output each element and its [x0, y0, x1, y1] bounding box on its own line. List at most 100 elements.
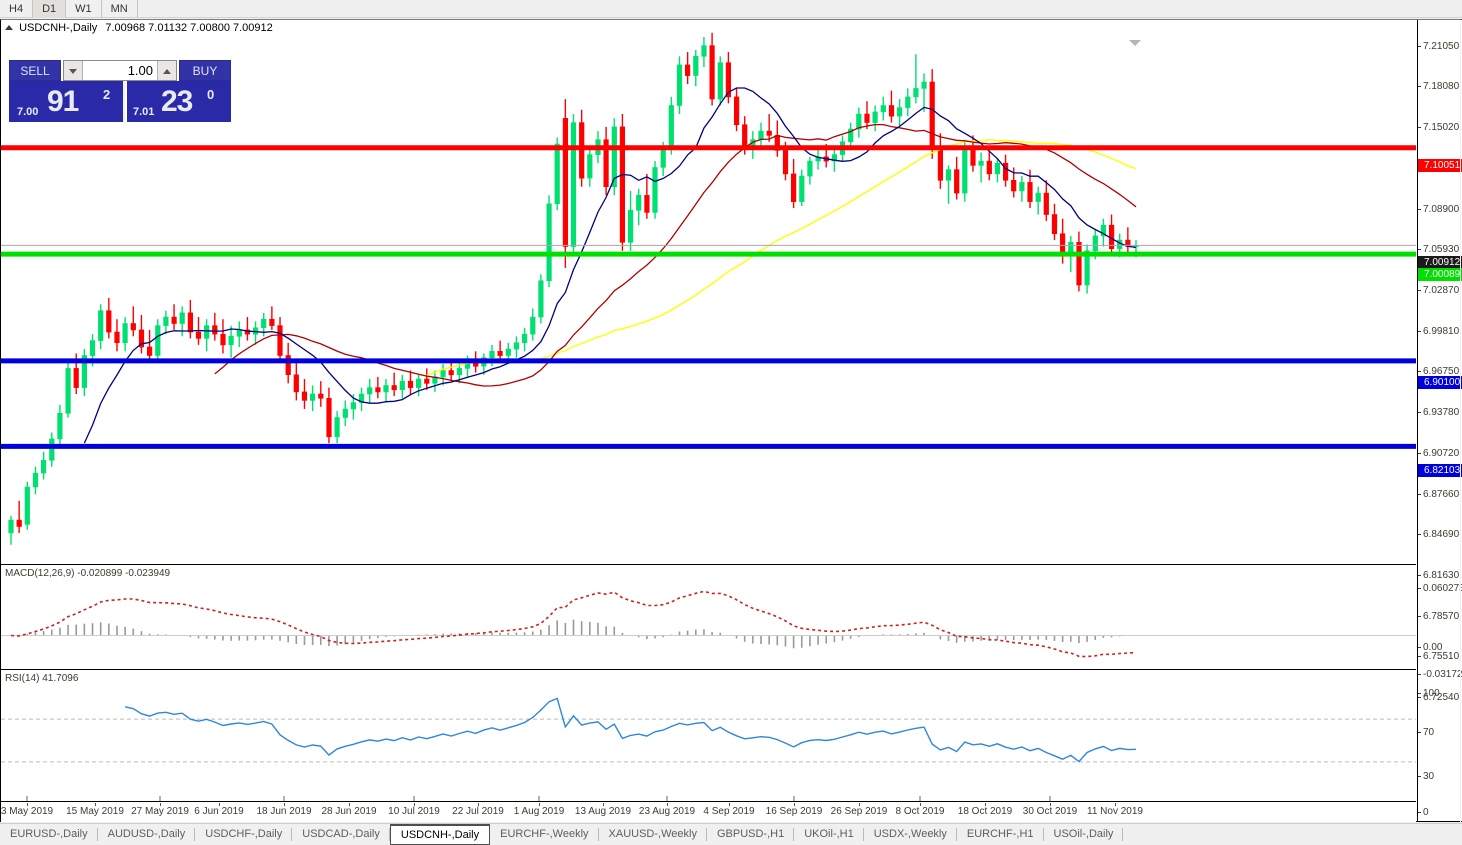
- candle-body: [309, 393, 316, 401]
- candle-body: [1019, 182, 1025, 192]
- tick-mark: [1418, 588, 1421, 589]
- macd-signal-line: [10, 590, 1137, 658]
- candle-body: [954, 169, 960, 194]
- trade-panel-quote-row: 7.00 91 2 7.01 23 0: [9, 81, 231, 122]
- candle-body: [16, 519, 22, 527]
- macd-plot-area[interactable]: MACD(12,26,9) -0.020899 -0.023949: [1, 566, 1416, 670]
- tab-divider: [1122, 828, 1124, 841]
- candle-body: [782, 150, 789, 175]
- candle-body: [530, 316, 536, 335]
- chart-tab-label: AUDUSD-,Daily: [107, 828, 186, 840]
- tick-value: 0: [1423, 807, 1429, 818]
- chart-tab-label: USDCNH-,Daily: [400, 829, 480, 841]
- timeframe-button-mn[interactable]: MN: [102, 0, 138, 18]
- tick-value: 6.90720: [1423, 448, 1460, 459]
- chart-tab-usdchf-daily[interactable]: USDCHF-,Daily: [195, 824, 293, 845]
- price-tick-label: 7.18080: [1418, 81, 1462, 93]
- candle-body: [538, 280, 544, 318]
- chart-tab-eurusd-daily[interactable]: EURUSD-,Daily: [0, 824, 98, 845]
- chevron-down-icon: [69, 68, 77, 74]
- one-click-trade-panel[interactable]: SELL 1.00 BUY 7.00 91 2 7.01 23 0: [9, 60, 231, 122]
- candle-body: [758, 130, 764, 140]
- timeframe-button-w1[interactable]: W1: [66, 0, 102, 18]
- date-axis-label: 4 Sep 2019: [703, 806, 755, 817]
- chart-tab-label: USDCAD-,Daily: [302, 828, 380, 840]
- candle-body: [163, 316, 169, 326]
- chart-tab-xauusd-weekly[interactable]: XAUUSD-,Weekly: [599, 824, 707, 845]
- candle-body: [204, 325, 210, 339]
- candle-body: [521, 333, 528, 344]
- candle-body: [73, 368, 79, 388]
- chevron-down-icon[interactable]: [1129, 40, 1141, 46]
- chart-tab-usdcad-daily[interactable]: USDCAD-,Daily: [292, 824, 390, 845]
- chart-tab-audusd-daily[interactable]: AUDUSD-,Daily: [98, 824, 196, 845]
- timeframe-button-d1[interactable]: D1: [33, 0, 67, 18]
- tab-divider: [388, 828, 390, 841]
- timeframe-button-h4[interactable]: H4: [0, 0, 34, 18]
- chart-tab-eurchf-h1[interactable]: EURCHF-,H1: [957, 824, 1044, 845]
- chart-tab-gbpusd-h1[interactable]: GBPUSD-,H1: [707, 824, 795, 845]
- candle-body: [171, 316, 177, 324]
- sell-price-fraction: 2: [103, 87, 111, 102]
- candle-body: [986, 160, 992, 175]
- tick-value: 6.93780: [1423, 407, 1460, 418]
- candle-body: [505, 348, 511, 356]
- candle-body: [122, 323, 128, 344]
- sell-button[interactable]: SELL: [9, 60, 61, 81]
- chart-tab-usdx-weekly[interactable]: USDX-,Weekly: [864, 824, 957, 845]
- chart-tab-usoil-daily[interactable]: USOil-,Daily: [1044, 824, 1124, 845]
- tab-divider: [705, 828, 707, 841]
- volume-stepper[interactable]: 1.00: [63, 60, 177, 81]
- date-axis-label: 28 Jun 2019: [321, 806, 377, 817]
- badge-value: 7.00912: [1424, 257, 1461, 268]
- candle-body: [994, 162, 1000, 175]
- date-axis-label: 16 Sep 2019: [765, 806, 823, 817]
- candle-body: [212, 325, 218, 335]
- last-price-badge[interactable]: 7.00912: [1418, 256, 1462, 269]
- tick-mark: [1418, 46, 1421, 47]
- date-tick-mark: [794, 803, 795, 806]
- candle-body: [293, 374, 299, 393]
- date-tick-mark: [1050, 803, 1051, 806]
- chart-tab-usdcnh-daily[interactable]: USDCNH-,Daily: [389, 824, 491, 845]
- badge-value: 7.10051: [1424, 160, 1461, 171]
- date-tick-mark: [349, 803, 350, 806]
- trade-panel-top-row: SELL 1.00 BUY: [9, 60, 231, 81]
- candle-body: [1084, 250, 1090, 286]
- chart-tab-eurchf-weekly[interactable]: EURCHF-,Weekly: [490, 824, 599, 845]
- candle-body: [888, 105, 895, 117]
- badge-value: 6.90100: [1424, 377, 1461, 388]
- price-tick-label: 7.08900: [1418, 204, 1462, 216]
- price-scale-axis[interactable]: 7.210507.180807.150207.119607.089007.059…: [1417, 20, 1462, 821]
- candle-body: [676, 64, 683, 106]
- bid-level-badge[interactable]: 7.00089: [1418, 268, 1462, 281]
- date-axis-label: 13 Aug 2019: [574, 806, 632, 817]
- chart-tab-ukoil-h1[interactable]: UKOil-,H1: [794, 824, 864, 845]
- resistance-level-badge[interactable]: 7.10051: [1418, 159, 1462, 172]
- candle-body: [130, 323, 136, 331]
- tick-value: 7.15020: [1423, 122, 1460, 133]
- rsi-tick-label: 30: [1418, 771, 1462, 783]
- date-axis[interactable]: 3 May 2019 15 May 2019 27 May 2019 6 Jun 20…: [1, 803, 1416, 822]
- volume-decrease-button[interactable]: [64, 61, 83, 80]
- candle-body: [921, 81, 927, 89]
- date-tick-mark: [920, 803, 921, 806]
- volume-input[interactable]: 1.00: [127, 63, 153, 78]
- price-plot-area[interactable]: [1, 20, 1416, 565]
- buy-price-display[interactable]: 7.01 23 0: [127, 81, 231, 122]
- candle-body: [570, 122, 577, 247]
- date-axis-label: 18 Jun 2019: [256, 806, 312, 817]
- price-tick-label: 7.02870: [1418, 285, 1462, 297]
- buy-button[interactable]: BUY: [179, 60, 231, 81]
- candle-body: [733, 96, 740, 126]
- candle-body: [326, 397, 332, 438]
- ma-fast-line: [83, 87, 1137, 444]
- support-level-1-badge[interactable]: 6.90100: [1418, 376, 1462, 389]
- support-level-2-badge[interactable]: 6.82103: [1418, 464, 1462, 477]
- volume-increase-button[interactable]: [157, 61, 176, 80]
- sell-price-display[interactable]: 7.00 91 2: [9, 81, 125, 122]
- candle-body: [81, 355, 87, 388]
- rsi-plot-area[interactable]: RSI(14) 41.7096: [1, 671, 1416, 802]
- ma-slow-line: [426, 138, 1137, 376]
